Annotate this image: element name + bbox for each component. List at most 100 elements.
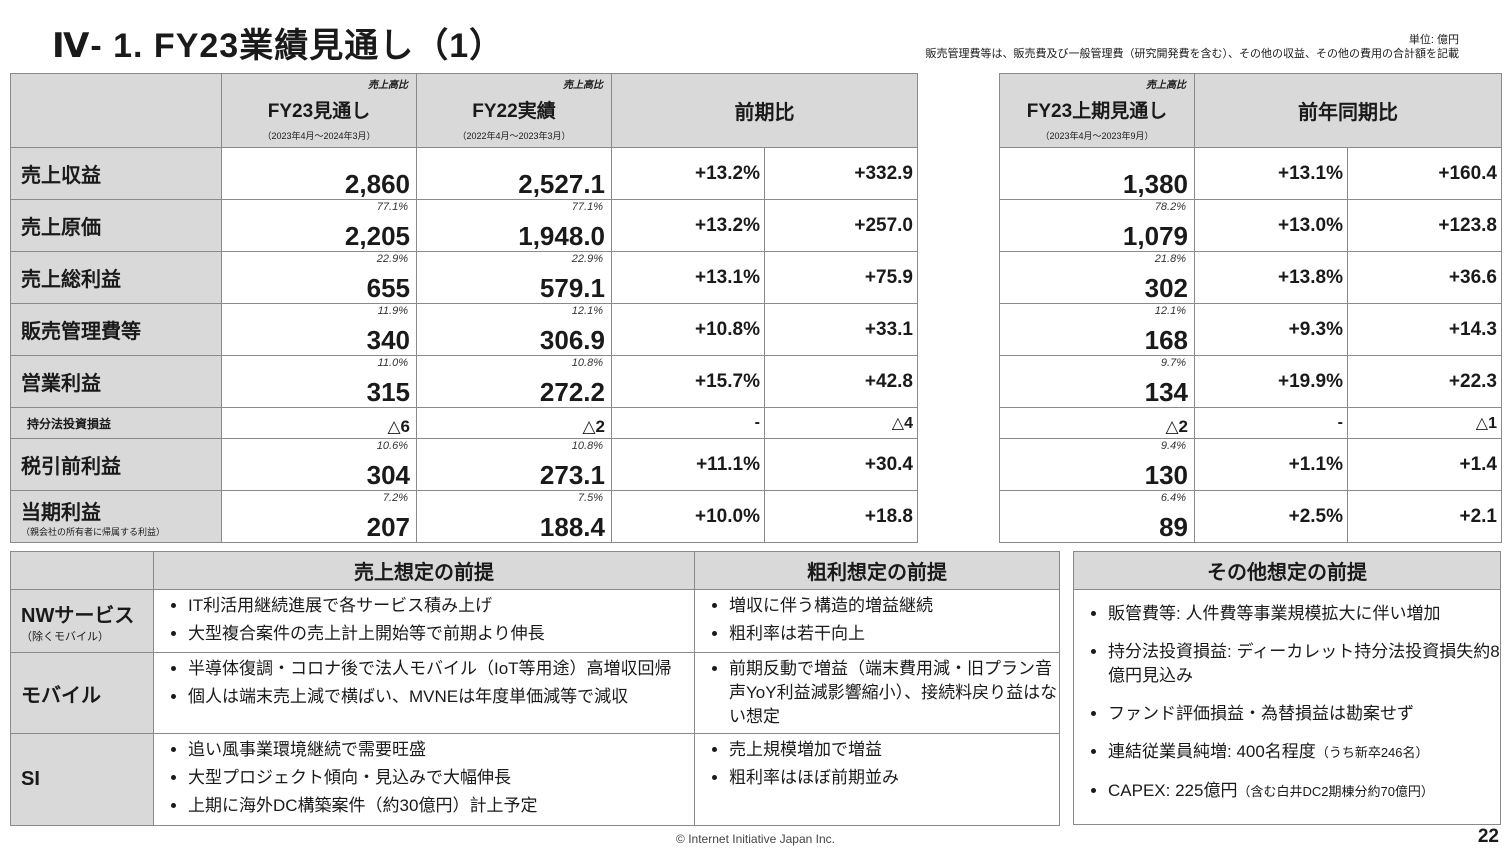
value: 2,527.1 — [518, 169, 605, 199]
change-percent: +10.0% — [611, 490, 765, 543]
gross-assumption-list: 売上規模増加で増益粗利率はほぼ前期並み — [695, 738, 1059, 790]
sales-ratio: 9.7% — [1160, 357, 1186, 369]
value-cell: 9.4% 130 — [999, 438, 1195, 491]
ratio-label: 売上高比 — [563, 80, 603, 91]
value: 130 — [1144, 460, 1188, 490]
list-item-text: 持分法投資損益: ディーカレット持分法投資損失約8億円見込み — [1108, 642, 1500, 685]
value: 304 — [366, 460, 410, 490]
change-amount: +33.1 — [764, 303, 918, 356]
segment-name: NWサービス — [21, 604, 135, 627]
value-cell: 77.1% 2,205 — [221, 199, 417, 252]
list-item: 粗利率はほぼ前期並み — [729, 766, 1059, 790]
table-row: 1,380 +13.1% +160.4 — [999, 147, 1502, 200]
list-item: 個人は端末売上減で横ばい、MVNEは年度単価減等で減収 — [188, 685, 694, 709]
value-cell: △2 — [416, 407, 612, 439]
table-row: 持分法投資損益 △6 △2- △4 — [10, 407, 918, 439]
change-amount: +30.4 — [764, 438, 918, 491]
value: 272.2 — [539, 377, 605, 407]
change-amount: +332.9 — [764, 147, 918, 200]
change-amount: +14.3 — [1347, 303, 1502, 356]
value-cell: △2 — [999, 407, 1195, 439]
list-item: 前期反動で増益（端末費用減・旧プラン音声YoY利益減影響縮小）、接続料戻り益はな… — [729, 657, 1059, 729]
row-label: 売上収益 — [10, 147, 222, 200]
other-assumptions-table: その他想定の前提 販管費等: 人件費等事業規模拡大に伴い増加持分法投資損益: デ… — [1073, 551, 1501, 825]
segment-row: モバイル 半導体復調・コロナ後で法人モバイル（IoT等用途）高増収回帰個人は端末売… — [10, 652, 1060, 734]
list-item-text: ファンド評価損益・為替損益は勘案せず — [1108, 704, 1414, 723]
value: 1,380 — [1122, 169, 1188, 199]
fy22-title: FY22実績 — [472, 100, 556, 122]
value: 306.9 — [539, 325, 605, 355]
list-item: 大型プロジェクト傾向・見込みで大幅伸長 — [188, 766, 694, 790]
change-amount: △1 — [1347, 407, 1502, 439]
change-amount: +1.4 — [1347, 438, 1502, 491]
change-amount: +2.1 — [1347, 490, 1502, 543]
sales-ratio: 6.4% — [1160, 492, 1186, 504]
value: △2 — [582, 417, 605, 436]
h1-period: （2023年4月～2023年9月） — [1040, 130, 1154, 141]
table-row: 6.4% 89 +2.5% +2.1 — [999, 490, 1502, 543]
sales-ratio: 78.2% — [1154, 201, 1186, 213]
yoy-header: 前期比 — [611, 73, 918, 148]
table-row: 売上総利益 22.9% 655 22.9% 579.1 +13.1% +75.9 — [10, 251, 918, 304]
value-cell: 12.1% 168 — [999, 303, 1195, 356]
list-item-text: 連結従業員純増: 400名程度 — [1108, 742, 1316, 761]
value-cell: 12.1% 306.9 — [416, 303, 612, 356]
change-amount: +123.8 — [1347, 199, 1502, 252]
table-row: 12.1% 168 +9.3% +14.3 — [999, 303, 1502, 356]
list-item: 大型複合案件の売上計上開始等で前期より伸長 — [188, 622, 694, 646]
row-label: 売上原価 — [10, 199, 222, 252]
list-item: 持分法投資損益: ディーカレット持分法投資損失約8億円見込み — [1108, 640, 1500, 688]
page-number: 22 — [1477, 826, 1499, 847]
change-percent: +13.0% — [1194, 199, 1348, 252]
value-cell: 10.8% 272.2 — [416, 355, 612, 408]
segment-name: モバイル — [21, 684, 101, 707]
fy23-period: （2023年4月～2024年3月） — [262, 130, 376, 141]
fy22-header: 売上高比 FY22実績 （2022年4月～2023年3月） — [416, 73, 612, 148]
h1-header: 売上高比 FY23上期見通し （2023年4月～2023年9月） — [999, 73, 1195, 148]
list-item-text: 販管費等: 人件費等事業規模拡大に伴い増加 — [1108, 604, 1441, 623]
segment-row: NWサービス （除くモバイル） IT利活用継続進展で各サービス積み上げ大型複合案件の… — [10, 589, 1060, 653]
value: 188.4 — [539, 512, 605, 542]
change-percent: +13.2% — [611, 199, 765, 252]
sales-assumption-cell: 追い風事業環境継続で需要旺盛大型プロジェクト傾向・見込みで大幅伸長上期に海外DC… — [153, 733, 695, 826]
list-item-note: （含む白井DC2期棟分約70億円） — [1237, 784, 1434, 799]
table-row: 税引前利益 10.6% 304 10.8% 273.1 +11.1% +30.4 — [10, 438, 918, 491]
sales-ratio: 12.1% — [1154, 305, 1186, 317]
list-item: IT利活用継続進展で各サービス積み上げ — [188, 594, 694, 618]
sales-assumption-cell: IT利活用継続進展で各サービス積み上げ大型複合案件の売上計上開始等で前期より伸長 — [153, 589, 695, 653]
corner-cell — [10, 551, 154, 590]
value-cell: 10.8% 273.1 — [416, 438, 612, 491]
change-amount: +22.3 — [1347, 355, 1502, 408]
change-percent: +19.9% — [1194, 355, 1348, 408]
sales-ratio: 10.6% — [376, 440, 408, 452]
table-row: 当期利益 （親会社の所有者に帰属する利益） 7.2% 207 7.5% 188.4 +10.… — [10, 490, 918, 543]
row-label: 営業利益 — [10, 355, 222, 408]
segment-row: SI 追い風事業環境継続で需要旺盛大型プロジェクト傾向・見込みで大幅伸長上期に海外… — [10, 733, 1060, 826]
list-item: 粗利率は若干向上 — [729, 622, 1059, 646]
table-row: 21.8% 302 +13.8% +36.6 — [999, 251, 1502, 304]
gross-assumption-cell: 増収に伴う構造的増益継続粗利率は若干向上 — [694, 589, 1060, 653]
sales-assumption-list: IT利活用継続進展で各サービス積み上げ大型複合案件の売上計上開始等で前期より伸長 — [154, 594, 694, 646]
value-cell: 10.6% 304 — [221, 438, 417, 491]
ratio-label: 売上高比 — [368, 80, 408, 91]
row-label: 持分法投資損益 — [10, 407, 222, 439]
page-title: Ⅳ- 1. FY23業績見通し（1） — [52, 27, 505, 65]
value: 207 — [366, 512, 410, 542]
value: 89 — [1159, 512, 1188, 542]
row-label-text: 持分法投資損益 — [27, 416, 112, 431]
change-percent: +1.1% — [1194, 438, 1348, 491]
change-amount: +75.9 — [764, 251, 918, 304]
change-percent: +13.1% — [611, 251, 765, 304]
value-cell: 78.2% 1,079 — [999, 199, 1195, 252]
sales-assumption-header: 売上想定の前提 — [153, 551, 695, 590]
value-cell: 21.8% 302 — [999, 251, 1195, 304]
change-percent: +9.3% — [1194, 303, 1348, 356]
h1-forecast-table: 売上高比 FY23上期見通し （2023年4月～2023年9月） 前年同期比 1… — [999, 73, 1502, 543]
table-row: 78.2% 1,079 +13.0% +123.8 — [999, 199, 1502, 252]
h1-title: FY23上期見通し — [1026, 100, 1168, 122]
list-item: 上期に海外DC構築案件（約30億円）計上予定 — [188, 794, 694, 818]
value: 340 — [366, 325, 410, 355]
list-item-note: （うち新卒246名） — [1315, 745, 1429, 760]
table-row: 販売管理費等 11.9% 340 12.1% 306.9 +10.8% +33.1 — [10, 303, 918, 356]
table-row: 売上収益 2,860 2,527.1 +13.2% +332.9 — [10, 147, 918, 200]
